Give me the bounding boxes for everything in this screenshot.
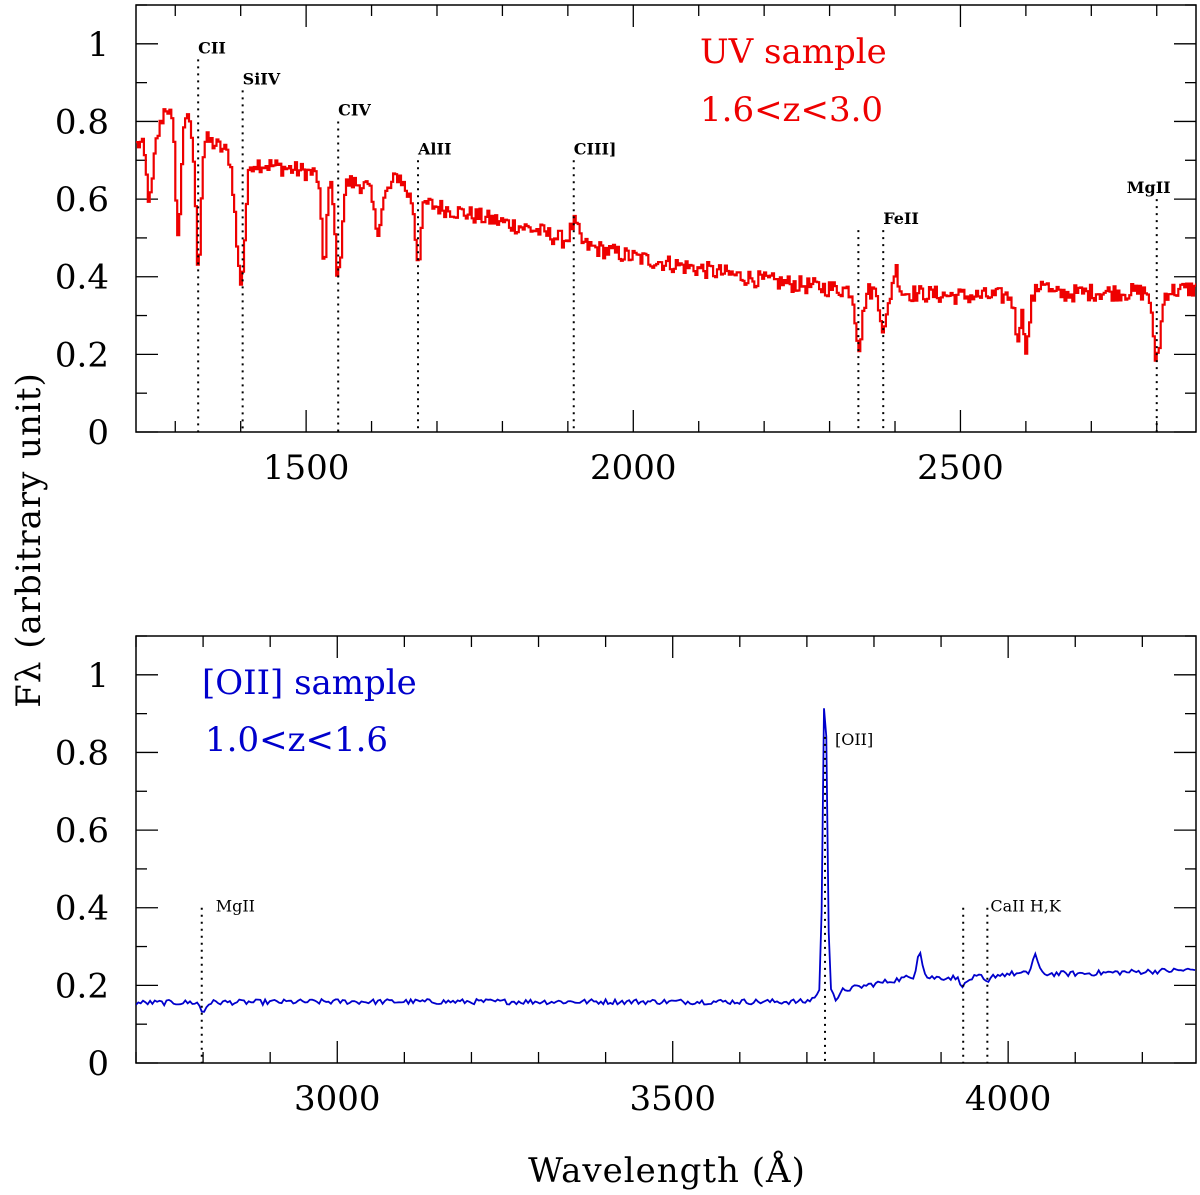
y-tick-label: 0 bbox=[87, 413, 109, 453]
y-axis-title: Fλ (arbitrary unit) bbox=[9, 372, 49, 707]
x-tick-label: 1500 bbox=[263, 448, 350, 488]
x-tick-label: 4000 bbox=[965, 1079, 1052, 1119]
y-tick-label: 1 bbox=[87, 656, 109, 696]
y-tick-label: 0 bbox=[87, 1044, 109, 1084]
uv-sample-label: UV sample bbox=[700, 32, 887, 72]
y-tick-label: 1 bbox=[87, 25, 109, 65]
y-tick-label: 0.6 bbox=[55, 180, 109, 220]
plot-frame bbox=[135, 635, 1197, 1064]
line-label: CII bbox=[198, 38, 226, 57]
spectrum-line bbox=[136, 708, 1196, 1013]
y-tick-label: 0.8 bbox=[55, 102, 109, 142]
line-label: CaII H,K bbox=[990, 897, 1062, 916]
line-label: MgII bbox=[1127, 178, 1171, 197]
x-tick-label: 3500 bbox=[629, 1079, 716, 1119]
line-label: MgII bbox=[216, 897, 255, 916]
y-tick-label: 0.2 bbox=[55, 335, 109, 375]
uv-redshift-label: 1.6<z<3.0 bbox=[700, 90, 883, 130]
uv-spectrum-panel: 1500 2000 2500 0 0.2 0.4 0.6 0.8 1 CII SiIV CIV AlII… bbox=[55, 4, 1197, 488]
y-tick-label: 0.8 bbox=[55, 733, 109, 773]
y-tick-label: 0.4 bbox=[55, 258, 109, 298]
plot-frame bbox=[135, 4, 1197, 433]
oii-spectrum-panel: 3000 3500 4000 0 0.2 0.4 0.6 0.8 1 MgII [OII] CaII … bbox=[55, 635, 1197, 1119]
x-tick-label: 2000 bbox=[590, 448, 677, 488]
line-label: CIV bbox=[338, 100, 371, 119]
line-label: AlII bbox=[417, 139, 451, 158]
y-tick-label: 0.2 bbox=[55, 966, 109, 1006]
line-label: CIII] bbox=[574, 139, 617, 158]
oii-redshift-label: 1.0<z<1.6 bbox=[205, 720, 388, 760]
x-axis-title: Wavelength (Å) bbox=[528, 1150, 806, 1191]
spectrum-line bbox=[136, 108, 1196, 362]
line-label: FeII bbox=[883, 209, 919, 228]
x-tick-label: 3000 bbox=[294, 1079, 381, 1119]
line-label: [OII] bbox=[835, 730, 873, 749]
y-tick-label: 0.4 bbox=[55, 889, 109, 929]
line-label: SiIV bbox=[243, 69, 281, 88]
x-tick-label: 2500 bbox=[917, 448, 1004, 488]
oii-sample-label: [OII] sample bbox=[202, 663, 417, 703]
y-tick-label: 0.6 bbox=[55, 811, 109, 851]
